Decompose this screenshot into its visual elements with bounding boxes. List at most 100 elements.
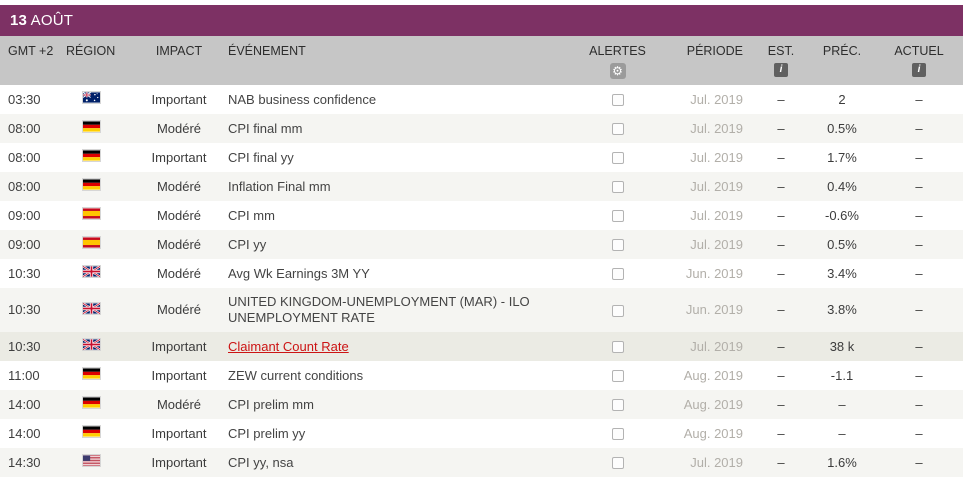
- alert-checkbox[interactable]: [611, 181, 624, 194]
- column-header-est-label: EST.: [767, 44, 795, 58]
- impact-level: Modéré: [156, 120, 202, 136]
- alert-cell: [570, 143, 665, 172]
- event-time: 14:00: [8, 396, 41, 412]
- event-time: 09:00: [8, 207, 41, 223]
- alert-checkbox[interactable]: [611, 239, 624, 252]
- alert-cell: [570, 332, 665, 361]
- column-header-actual: ACTUEL i: [875, 36, 963, 85]
- alert-checkbox[interactable]: [611, 399, 624, 412]
- alert-checkbox[interactable]: [611, 123, 624, 136]
- event-period: Aug. 2019: [683, 396, 743, 412]
- alert-cell: [570, 259, 665, 288]
- table-row: 08:00 Modéré Inflation Final mm Jul. 201…: [0, 172, 963, 201]
- impact-level: Modéré: [156, 396, 202, 412]
- column-header-prev: PRÉC.: [809, 36, 875, 85]
- actual-value: –: [915, 178, 923, 194]
- region-cell: [62, 230, 138, 259]
- table-row: 09:00 Modéré CPI yy Jul. 2019 – 0.5% –: [0, 230, 963, 259]
- event-period: Jul. 2019: [690, 149, 743, 165]
- alert-checkbox[interactable]: [611, 341, 624, 354]
- info-icon[interactable]: i: [774, 63, 788, 77]
- table-row: 14:30 Important CPI yy, nsa Jul. 2019 – …: [0, 448, 963, 477]
- event-time: 11:00: [8, 367, 40, 383]
- alert-checkbox[interactable]: [611, 152, 624, 165]
- alert-checkbox[interactable]: [611, 210, 624, 223]
- column-header-actual-label: ACTUEL: [894, 44, 944, 58]
- alert-checkbox[interactable]: [611, 428, 624, 441]
- column-header-period: PÉRIODE: [665, 36, 753, 85]
- estimate-value: –: [777, 265, 785, 281]
- estimate-value: –: [777, 396, 785, 412]
- economic-calendar-table: GMT +2 RÉGION IMPACT ÉVÉNEMENT ALERTES ⚙: [0, 36, 963, 477]
- event-label: NAB business confidence: [228, 91, 377, 107]
- column-header-region: RÉGION: [62, 36, 138, 85]
- impact-level: Important: [151, 338, 207, 354]
- estimate-value: –: [777, 207, 785, 223]
- region-cell: [62, 172, 138, 201]
- actual-value: –: [915, 265, 923, 281]
- date-month: AOÛT: [30, 12, 74, 29]
- column-header-period-label: PÉRIODE: [686, 44, 743, 58]
- info-icon[interactable]: i: [912, 63, 926, 77]
- alert-checkbox[interactable]: [611, 457, 624, 470]
- table-row: 03:30 Important NAB business confidence …: [0, 85, 963, 114]
- column-header-est: EST. i: [753, 36, 809, 85]
- region-cell: [62, 85, 138, 114]
- estimate-value: –: [777, 454, 785, 470]
- table-row: 08:00 Modéré CPI final mm Jul. 2019 – 0.…: [0, 114, 963, 143]
- alert-checkbox[interactable]: [611, 370, 624, 383]
- event-label: CPI final yy: [228, 149, 294, 165]
- uk-flag-icon: [82, 338, 101, 351]
- event-time: 14:00: [8, 425, 41, 441]
- event-name: Avg Wk Earnings 3M YY: [220, 259, 570, 288]
- uk-flag-icon: [82, 265, 101, 278]
- event-link[interactable]: Claimant Count Rate: [228, 338, 349, 354]
- estimate-value: –: [777, 338, 785, 354]
- actual-value: –: [915, 120, 923, 136]
- date-header: 13 AOÛT: [0, 5, 963, 36]
- region-cell: [62, 288, 138, 332]
- event-label: ZEW current conditions: [228, 367, 364, 383]
- event-period: Aug. 2019: [683, 367, 743, 383]
- alert-checkbox[interactable]: [611, 304, 624, 317]
- table-row: 14:00 Important CPI prelim yy Aug. 2019 …: [0, 419, 963, 448]
- event-label: CPI prelim mm: [228, 396, 314, 412]
- impact-level: Modéré: [156, 178, 202, 194]
- event-label: UNITED KINGDOM-UNEMPLOYMENT (MAR) - ILO …: [228, 294, 530, 325]
- event-period: Jul. 2019: [690, 236, 743, 252]
- estimate-value: –: [777, 91, 785, 107]
- actual-value: –: [915, 454, 923, 470]
- region-cell: [62, 259, 138, 288]
- column-header-region-label: RÉGION: [66, 44, 116, 58]
- germany-flag-icon: [82, 425, 101, 438]
- event-label: Inflation Final mm: [228, 178, 331, 194]
- alert-cell: [570, 230, 665, 259]
- gear-icon[interactable]: ⚙: [609, 63, 626, 79]
- event-name: CPI prelim yy: [220, 419, 570, 448]
- column-header-time-label: GMT +2: [8, 44, 54, 58]
- column-header-event-label: ÉVÉNEMENT: [228, 44, 306, 58]
- previous-value: 3.4%: [827, 265, 857, 281]
- event-name: CPI mm: [220, 201, 570, 230]
- event-period: Jun. 2019: [685, 265, 743, 281]
- germany-flag-icon: [82, 367, 101, 380]
- germany-flag-icon: [82, 396, 101, 409]
- event-name: CPI yy, nsa: [220, 448, 570, 477]
- event-period: Jul. 2019: [690, 207, 743, 223]
- spain-flag-icon: [82, 236, 101, 249]
- column-header-impact: IMPACT: [138, 36, 220, 85]
- alert-checkbox[interactable]: [611, 268, 624, 281]
- impact-level: Important: [151, 91, 207, 107]
- estimate-value: –: [777, 425, 785, 441]
- impact-level: Modéré: [156, 207, 202, 223]
- alert-cell: [570, 114, 665, 143]
- event-time: 08:00: [8, 149, 41, 165]
- event-time: 08:00: [8, 178, 41, 194]
- event-name: CPI final mm: [220, 114, 570, 143]
- impact-level: Important: [151, 425, 207, 441]
- event-label: Avg Wk Earnings 3M YY: [228, 265, 370, 281]
- alert-checkbox[interactable]: [611, 94, 624, 107]
- impact-level: Modéré: [156, 265, 202, 281]
- table-row: 10:30 Important Claimant Count Rate Jul.…: [0, 332, 963, 361]
- alert-cell: [570, 85, 665, 114]
